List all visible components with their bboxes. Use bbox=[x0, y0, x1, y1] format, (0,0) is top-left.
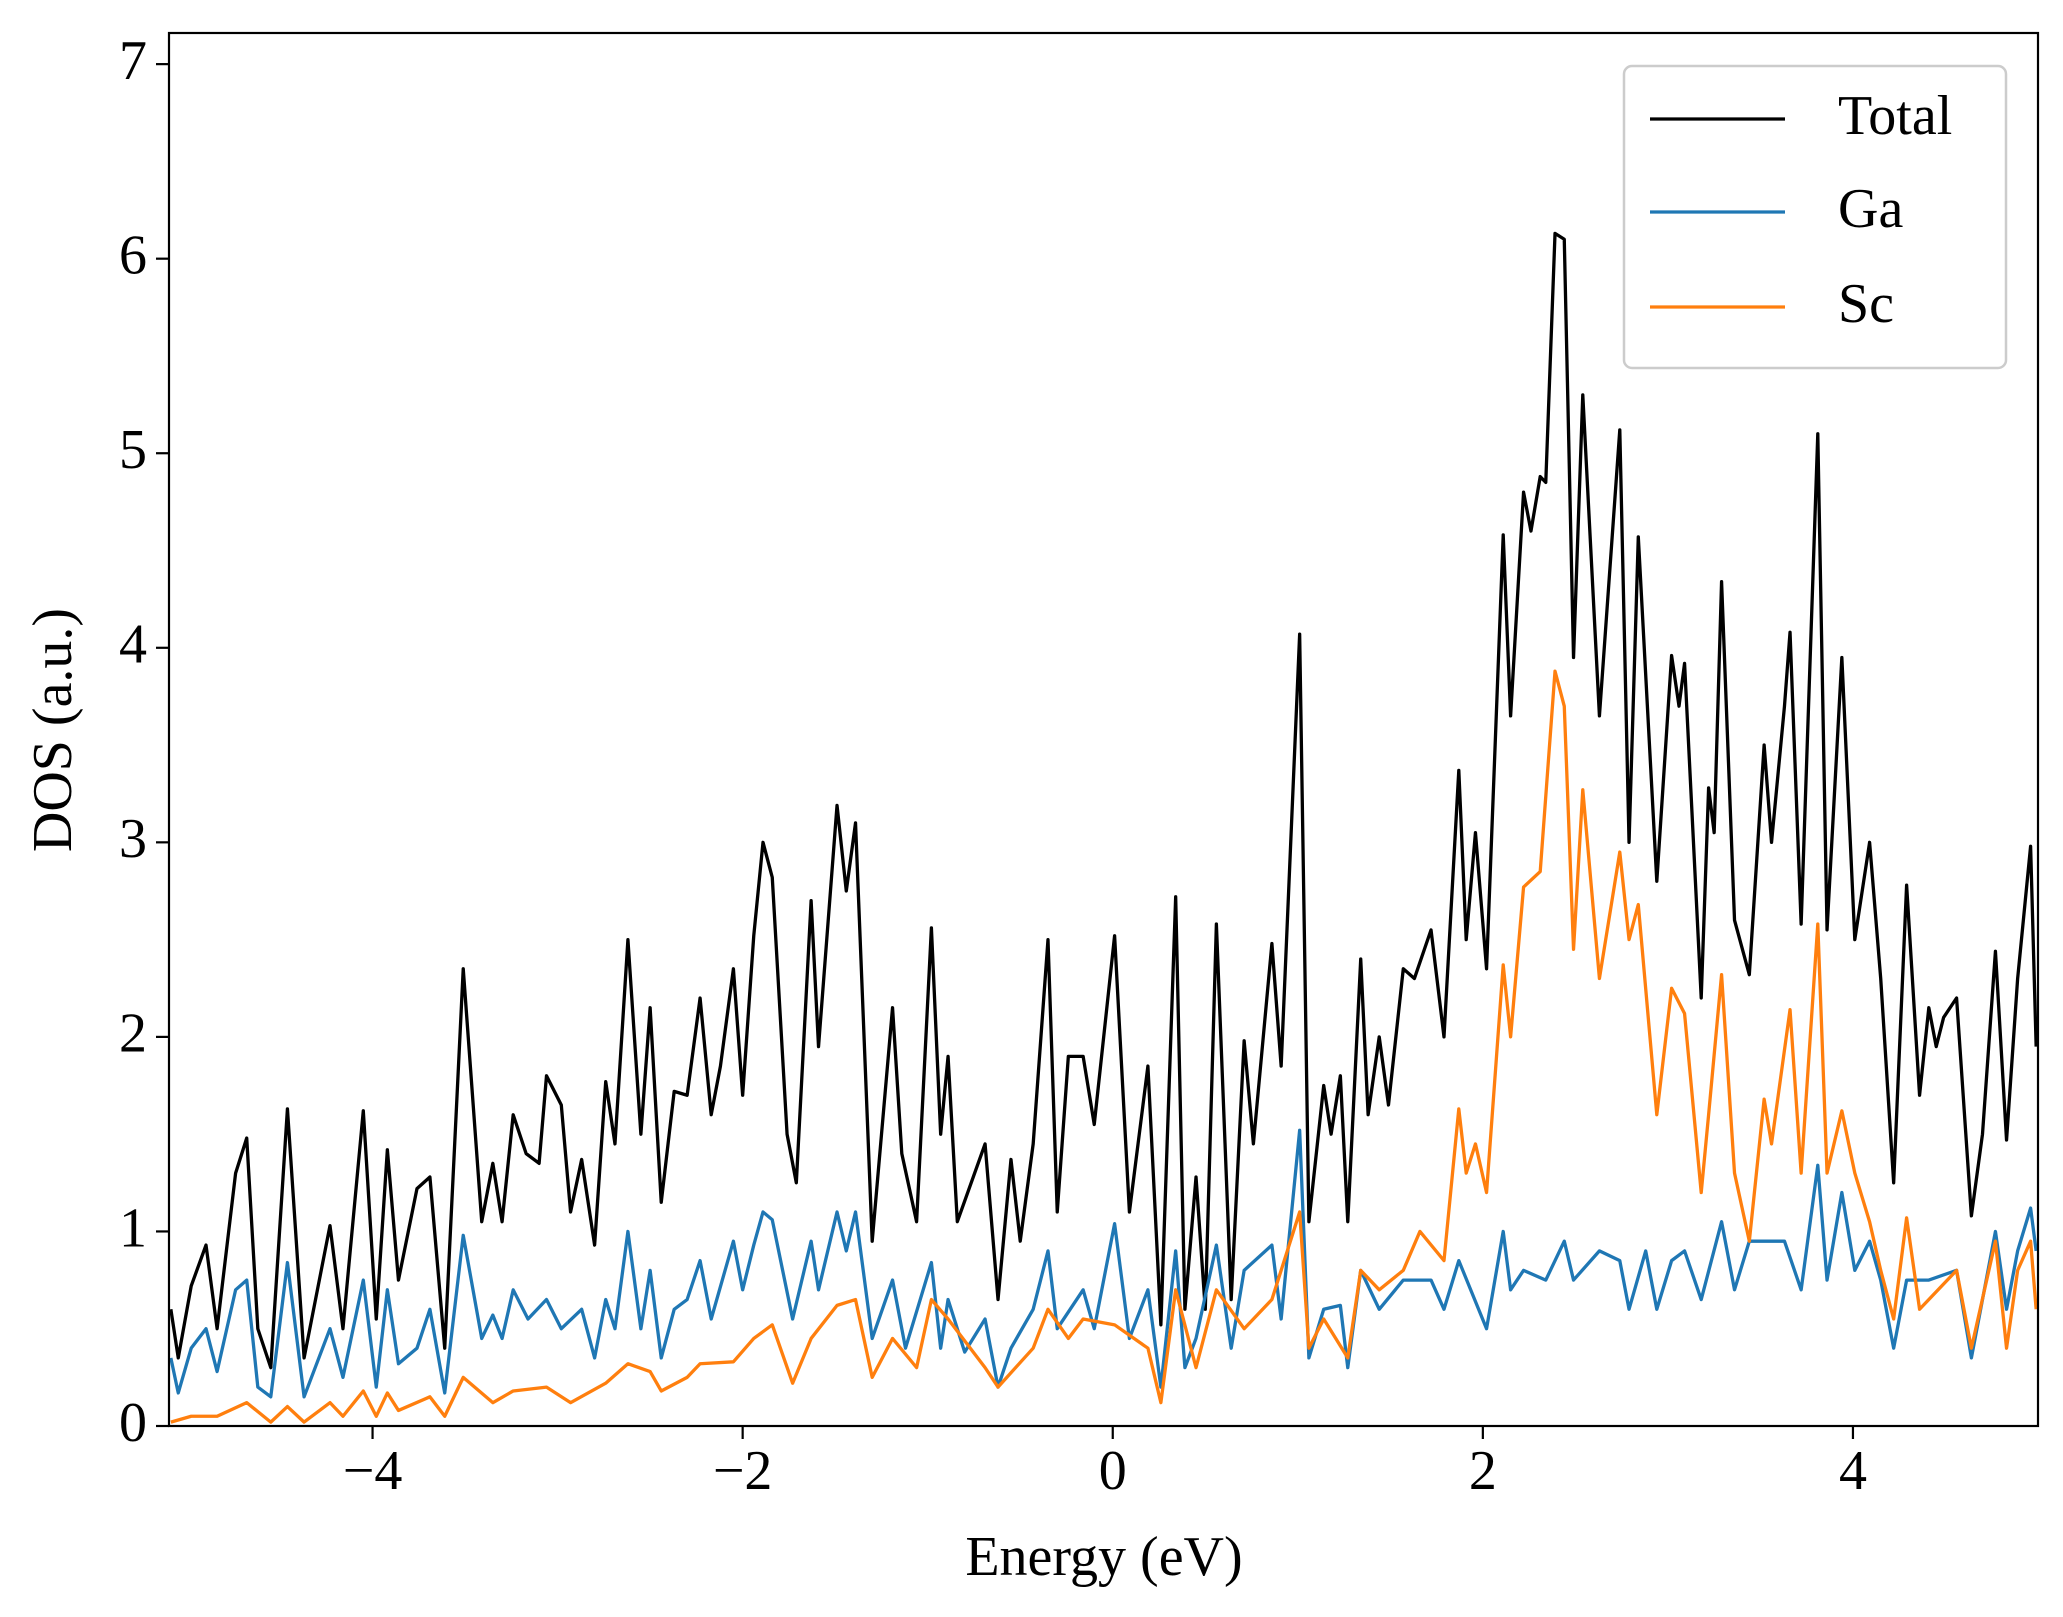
x-tick-label: 4 bbox=[1839, 1440, 1867, 1502]
x-tick-label: 0 bbox=[1099, 1440, 1127, 1502]
x-tick-label: 2 bbox=[1469, 1440, 1497, 1502]
legend-box bbox=[1622, 64, 2008, 370]
series-line bbox=[169, 231, 2038, 1370]
series-line bbox=[170, 669, 2038, 1424]
y-axis-label: DOS (a.u.) bbox=[22, 608, 84, 852]
x-tick-label: −2 bbox=[713, 1440, 773, 1502]
y-tick-label: 5 bbox=[119, 419, 147, 481]
legend-label: Sc bbox=[1838, 273, 1894, 335]
y-tick-label: 0 bbox=[119, 1392, 147, 1454]
x-axis-label: Energy (eV) bbox=[965, 1526, 1242, 1588]
y-tick-label: 7 bbox=[119, 30, 147, 92]
y-tick-label: 3 bbox=[119, 808, 147, 870]
series-line bbox=[169, 1128, 2038, 1399]
legend-label: Ga bbox=[1838, 178, 1903, 240]
y-tick-label: 1 bbox=[119, 1197, 147, 1259]
y-tick-label: 2 bbox=[119, 1003, 147, 1065]
y-tick-label: 4 bbox=[119, 614, 147, 676]
x-tick-label: −4 bbox=[343, 1440, 403, 1502]
y-tick-label: 6 bbox=[119, 225, 147, 287]
plot-area bbox=[169, 231, 2038, 1424]
axes-frame bbox=[167, 31, 2040, 1428]
legend-label: Total bbox=[1838, 85, 1952, 147]
